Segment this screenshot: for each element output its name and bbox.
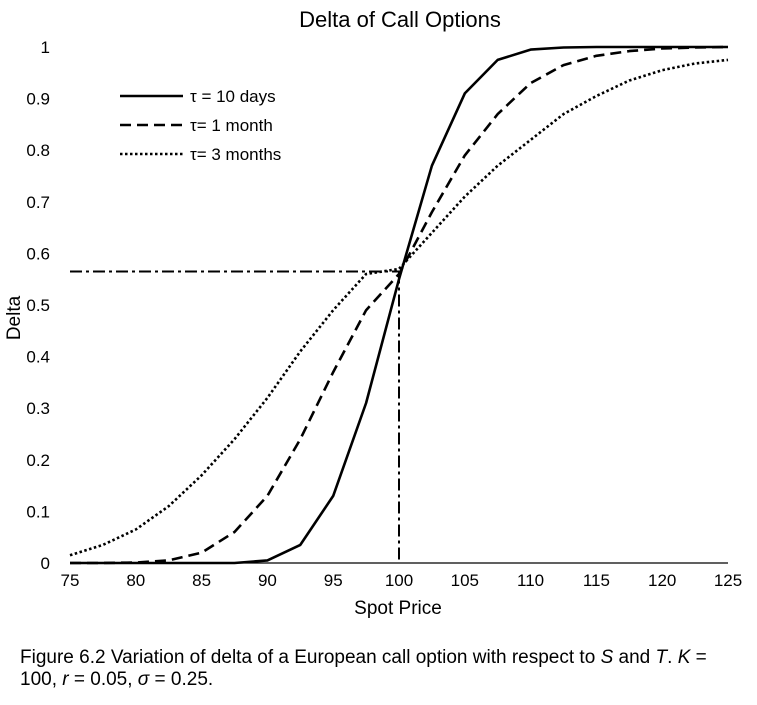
y-tick-label: 0.5: [26, 296, 50, 315]
x-tick-label: 90: [258, 571, 277, 590]
caption-var-t: T: [655, 647, 668, 668]
caption-var-sigma: σ: [137, 669, 150, 690]
y-tick-label: 0.7: [26, 193, 50, 212]
x-tick-label: 115: [583, 571, 610, 590]
x-tick-label: 105: [451, 571, 479, 590]
figure-caption: Figure 6.2 Variation of delta of a Europ…: [20, 647, 745, 691]
x-tick-label: 100: [385, 571, 413, 590]
y-tick-label: 0.1: [26, 502, 50, 521]
caption-mid: and: [613, 647, 656, 668]
series-line-2: [69, 58, 729, 557]
y-tick-label: 0.3: [26, 399, 50, 418]
y-tick-label: 0: [41, 554, 50, 573]
series-lines: [69, 45, 729, 565]
caption-var-k: K: [677, 647, 691, 668]
x-tick-label: 120: [648, 571, 676, 590]
x-axis-label: Spot Price: [354, 598, 442, 619]
legend: τ = 10 days τ= 1 month τ= 3 months: [120, 87, 281, 164]
y-tick-label: 0.4: [26, 348, 50, 367]
axes: 75 80 85 90 95 100 105 110 115 120 125 0 0.1 0.2 0.3 0.…: [26, 38, 742, 590]
x-tick-label: 80: [126, 571, 145, 590]
caption-r-value: = 0.05,: [68, 669, 138, 690]
y-tick-label: 0.6: [26, 244, 50, 263]
caption-sigma-value: = 0.25.: [149, 669, 214, 690]
x-tick-label: 85: [192, 571, 211, 590]
y-tick-label: 0.2: [26, 451, 50, 470]
caption-var-r: r: [62, 669, 69, 690]
x-tick-label: 75: [61, 571, 80, 590]
x-tick-label: 95: [324, 571, 343, 590]
delta-chart: Delta of Call Options Delta Spot Price 7…: [4, 7, 742, 619]
chart-title: Delta of Call Options: [299, 7, 501, 32]
x-tick-label: 125: [714, 571, 742, 590]
legend-label-2: τ= 3 months: [190, 145, 281, 164]
y-tick-label: 0.9: [26, 90, 50, 109]
legend-label-1: τ= 1 month: [190, 116, 273, 135]
caption-rest: .: [667, 647, 678, 668]
y-axis-label: Delta: [4, 295, 25, 340]
caption-k-value: = 100,: [20, 647, 707, 690]
legend-label-0: τ = 10 days: [190, 87, 276, 106]
caption-prefix: Figure 6.2 Variation of delta of a Europ…: [20, 647, 601, 668]
y-tick-label: 0.8: [26, 141, 50, 160]
caption-var-s: S: [600, 647, 614, 668]
series-line-1: [70, 45, 729, 565]
series-line-0: [70, 45, 728, 565]
x-tick-label: 110: [517, 571, 544, 590]
y-tick-label: 1: [41, 38, 50, 57]
reference-lines: [70, 270, 400, 563]
